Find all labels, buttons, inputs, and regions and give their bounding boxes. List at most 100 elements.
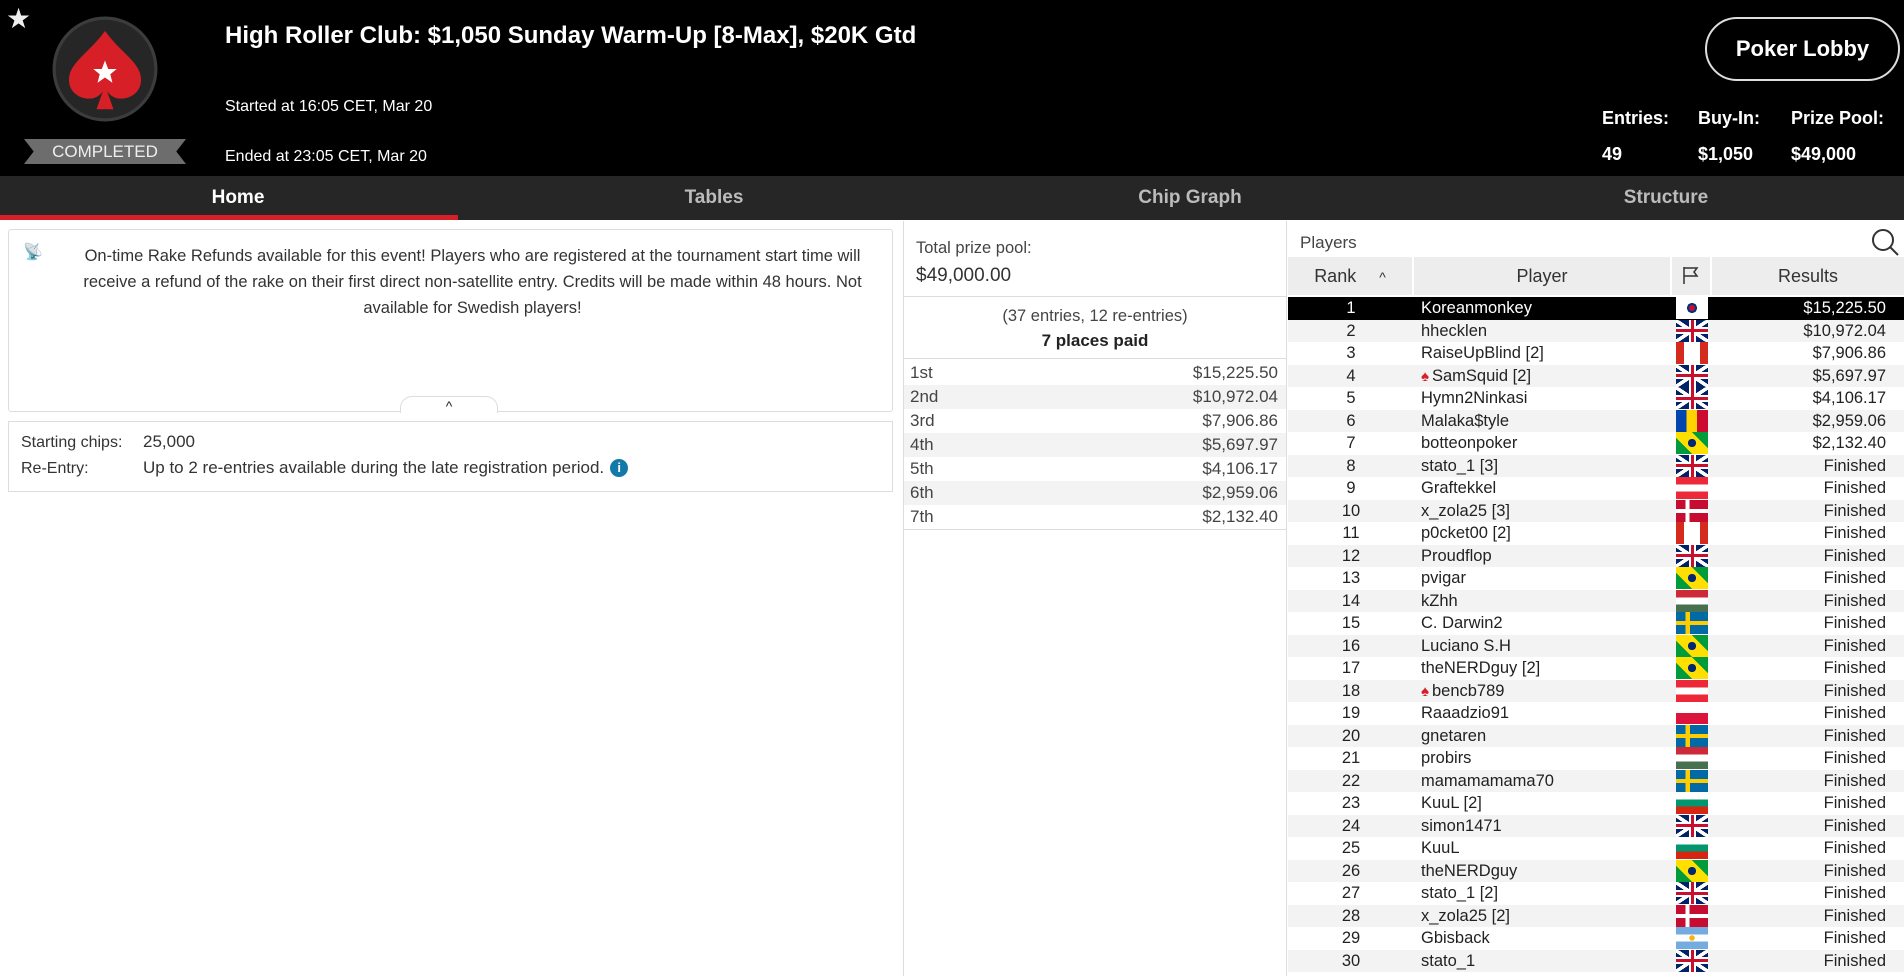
table-row[interactable]: 3 RaiseUpBlind [2] $7,906.86 xyxy=(1288,342,1904,365)
rank-cell: 29 xyxy=(1341,929,1361,947)
table-row[interactable]: 9 Graftekkel Finished xyxy=(1288,477,1904,500)
payout-place: 2nd xyxy=(910,387,939,406)
player-cell[interactable]: ♠ SamSquid [2] xyxy=(1421,366,1532,385)
table-row[interactable]: 14 kZhh Finished xyxy=(1288,589,1904,613)
table-row[interactable]: 10 x_zola25 [3] Finished xyxy=(1288,499,1904,522)
table-row[interactable]: 7 botteonpoker $2,132.40 xyxy=(1288,432,1904,455)
player-cell[interactable]: theNERDguy xyxy=(1421,861,1518,880)
table-row[interactable]: 25 KuuL Finished xyxy=(1288,837,1904,860)
player-cell[interactable]: pvigar xyxy=(1421,569,1466,587)
rank-cell: 14 xyxy=(1341,591,1361,610)
table-row[interactable]: 12 Proudflop Finished xyxy=(1288,544,1904,567)
flag-gb-icon xyxy=(1676,814,1708,837)
player-cell[interactable]: KuuL [2] xyxy=(1421,794,1482,812)
table-row[interactable]: 23 KuuL [2] Finished xyxy=(1288,792,1904,815)
favorite-star-icon[interactable]: ★ xyxy=(6,3,32,34)
table-row[interactable]: 5 Hymn2Ninkasi $4,106.17 xyxy=(1288,387,1904,410)
player-cell[interactable]: stato_1 [2] xyxy=(1421,884,1499,902)
player-cell[interactable]: hhecklen xyxy=(1421,321,1488,340)
table-row[interactable]: 4 ♠ SamSquid [2] $5,697.97 xyxy=(1288,364,1904,387)
player-cell[interactable]: RaiseUpBlind [2] xyxy=(1421,344,1544,362)
player-cell[interactable]: KuuL xyxy=(1421,839,1460,857)
table-row[interactable]: 1 Koreanmonkey $15,225.50 xyxy=(1288,297,1904,320)
payout-place: 5th xyxy=(910,459,934,478)
rank-cell: 12 xyxy=(1341,546,1361,565)
table-row[interactable]: 30 stato_1 Finished xyxy=(1288,949,1904,972)
column-flag[interactable] xyxy=(1672,257,1712,295)
rank-cell: 1 xyxy=(1346,299,1356,317)
player-cell[interactable]: probirs xyxy=(1421,749,1472,767)
country-flag-cell xyxy=(1672,814,1712,838)
search-icon[interactable] xyxy=(1870,227,1900,257)
player-cell[interactable]: gnetaren xyxy=(1421,726,1487,745)
table-row[interactable]: 27 stato_1 [2] Finished xyxy=(1288,882,1904,905)
player-cell[interactable]: Raaadzio91 xyxy=(1421,704,1510,722)
table-row[interactable]: 2 hhecklen $10,972.04 xyxy=(1288,319,1904,342)
table-row[interactable]: 17 theNERDguy [2] Finished xyxy=(1288,657,1904,680)
table-row[interactable]: 18 ♠ bencb789 Finished xyxy=(1288,679,1904,703)
player-cell[interactable]: stato_1 [3] xyxy=(1421,456,1499,475)
player-cell[interactable]: simon1471 xyxy=(1421,816,1502,835)
buyin-stat: Buy-In: $1,050 xyxy=(1698,108,1760,164)
player-cell[interactable]: theNERDguy [2] xyxy=(1421,659,1541,677)
info-icon[interactable]: i xyxy=(610,459,629,477)
player-cell[interactable]: kZhh xyxy=(1421,591,1458,610)
flag-ar-icon xyxy=(1676,927,1708,950)
result-cell: $2,959.06 xyxy=(1812,411,1886,430)
tab-tables[interactable]: Tables xyxy=(684,187,744,208)
poker-lobby-button[interactable]: Poker Lobby xyxy=(1705,17,1900,81)
table-row[interactable]: 22 mamamamama70 Finished xyxy=(1288,769,1904,792)
country-flag-cell xyxy=(1672,904,1712,928)
collapse-button[interactable]: ^ xyxy=(400,396,498,414)
flag-gb-icon xyxy=(1676,387,1708,410)
flag-hu-icon xyxy=(1676,589,1708,612)
player-cell[interactable]: x_zola25 [2] xyxy=(1421,906,1510,925)
column-rank[interactable]: Rank ^ xyxy=(1288,257,1414,295)
player-cell[interactable]: stato_1 xyxy=(1421,951,1476,970)
table-row[interactable]: 28 x_zola25 [2] Finished xyxy=(1288,904,1904,928)
result-cell: Finished xyxy=(1823,951,1886,970)
player-cell[interactable]: botteonpoker xyxy=(1421,434,1518,452)
table-row[interactable]: 6 Malaka$tyle $2,959.06 xyxy=(1288,409,1904,432)
starting-chips-row: Starting chips: 25,000 xyxy=(21,432,195,451)
table-row[interactable]: 29 Gbisback Finished xyxy=(1288,927,1904,950)
column-player[interactable]: Player xyxy=(1414,257,1672,295)
tab-structure[interactable]: Structure xyxy=(1623,187,1709,208)
player-cell[interactable]: ♠ bencb789 xyxy=(1421,681,1505,700)
country-flag-cell xyxy=(1672,589,1712,613)
player-cell[interactable]: x_zola25 [3] xyxy=(1421,501,1510,520)
player-cell[interactable]: Gbisback xyxy=(1421,929,1490,947)
player-cell[interactable]: Koreanmonkey xyxy=(1421,299,1532,317)
country-flag-cell xyxy=(1672,634,1712,658)
notice-box: 📡 On-time Rake Refunds available for thi… xyxy=(8,229,893,412)
table-row[interactable]: 26 theNERDguy Finished xyxy=(1288,859,1904,883)
table-row[interactable]: 11 p0cket00 [2] Finished xyxy=(1288,522,1904,545)
player-cell[interactable]: Malaka$tyle xyxy=(1421,411,1510,430)
entries-summary: (37 entries, 12 re-entries) xyxy=(1002,307,1188,325)
player-cell[interactable]: Luciano S.H xyxy=(1421,636,1511,655)
tab-chip-graph[interactable]: Chip Graph xyxy=(1138,187,1242,208)
player-cell[interactable]: C. Darwin2 xyxy=(1421,614,1503,632)
table-row[interactable]: 16 Luciano S.H Finished xyxy=(1288,634,1904,658)
flag-dk-icon xyxy=(1676,499,1708,522)
player-cell[interactable]: Hymn2Ninkasi xyxy=(1421,389,1528,407)
player-cell[interactable]: Proudflop xyxy=(1421,546,1492,565)
player-cell[interactable]: Graftekkel xyxy=(1421,479,1497,497)
country-flag-cell xyxy=(1672,859,1712,883)
result-cell: Finished xyxy=(1823,794,1886,812)
table-row[interactable]: 15 C. Darwin2 Finished xyxy=(1288,612,1904,635)
result-cell: Finished xyxy=(1823,771,1886,790)
table-row[interactable]: 24 simon1471 Finished xyxy=(1288,814,1904,838)
country-flag-cell xyxy=(1672,679,1712,703)
flag-hu-icon xyxy=(1676,747,1708,770)
tab-home[interactable]: Home xyxy=(0,176,476,220)
table-row[interactable]: 20 gnetaren Finished xyxy=(1288,724,1904,747)
table-row[interactable]: 13 pvigar Finished xyxy=(1288,567,1904,590)
table-row[interactable]: 21 probirs Finished xyxy=(1288,747,1904,770)
table-row[interactable]: 8 stato_1 [3] Finished xyxy=(1288,454,1904,477)
player-cell[interactable]: mamamamama70 xyxy=(1421,771,1554,790)
rank-cell: 8 xyxy=(1346,456,1356,475)
column-results[interactable]: Results xyxy=(1777,266,1839,286)
player-cell[interactable]: p0cket00 [2] xyxy=(1421,524,1511,542)
table-row[interactable]: 19 Raaadzio91 Finished xyxy=(1288,702,1904,725)
